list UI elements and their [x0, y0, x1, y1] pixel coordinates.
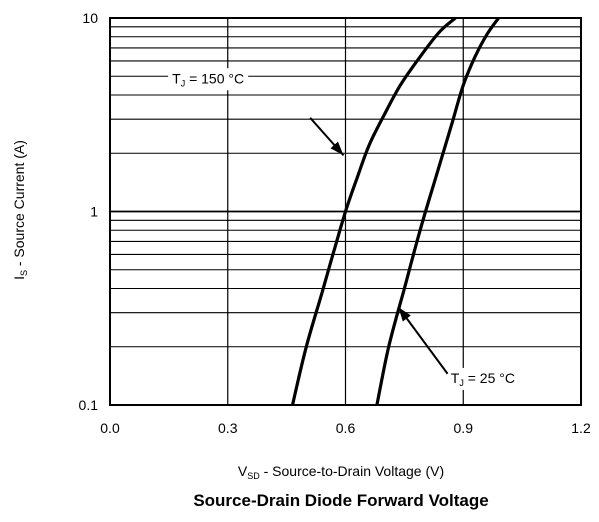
y-tick-label: 10	[82, 10, 98, 26]
x-tick-label: 0.0	[100, 420, 120, 436]
y-tick-label: 1	[90, 204, 98, 220]
series-line-1	[375, 17, 500, 406]
x-tick-label: 0.6	[336, 420, 356, 436]
annotation-label-1: TJ = 25 °C	[451, 370, 515, 388]
x-tick-label: 0.3	[218, 420, 238, 436]
y-axis-title-sub: S	[19, 270, 29, 276]
chart-title: Source-Drain Diode Forward Voltage	[193, 491, 488, 510]
x-axis-title-sub: SD	[247, 471, 260, 481]
y-axis-title-main: I	[11, 276, 27, 280]
y-tick-label: 0.1	[79, 397, 99, 413]
annotation-bg-1	[446, 367, 519, 390]
plot-frame	[109, 17, 582, 406]
annotation-arrowhead-0	[330, 141, 344, 156]
annotation-bg-0	[168, 68, 249, 91]
x-axis-title-rest: - Source-to-Drain Voltage (V)	[260, 463, 444, 479]
x-axis-title: VSD - Source-to-Drain Voltage (V)	[238, 463, 444, 481]
x-tick-labels: 0.0 0.3 0.6 0.9 1.2	[100, 420, 591, 436]
y-tick-labels: 0.1 1 10	[79, 10, 99, 413]
annotation-label-0: TJ = 150 °C	[172, 70, 244, 88]
series-line-0	[290, 16, 457, 406]
x-tick-label: 1.2	[571, 420, 591, 436]
annotations: TJ = 150 °C TJ = 25 °C	[168, 68, 519, 390]
y-axis-title: IS - Source Current (A)	[11, 140, 29, 280]
x-tick-label: 0.9	[454, 420, 474, 436]
x-axis-title-main: V	[238, 463, 248, 479]
y-axis-title-rest: - Source Current (A)	[11, 140, 27, 270]
series-group	[290, 16, 500, 406]
annotation-arrowhead-1	[398, 307, 411, 322]
